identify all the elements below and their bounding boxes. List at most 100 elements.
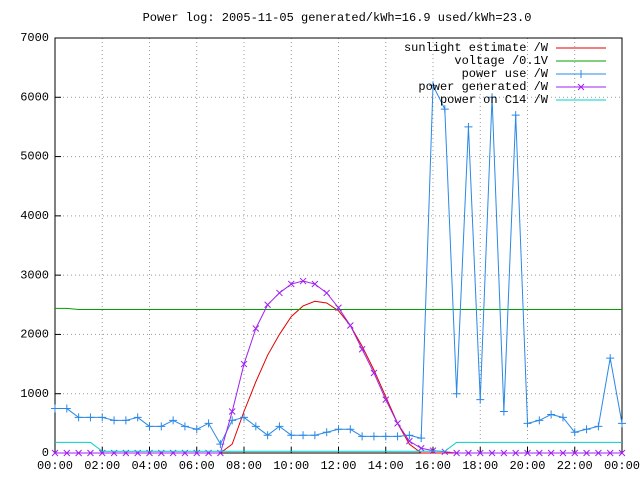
data-point	[464, 122, 473, 131]
data-point	[263, 431, 272, 440]
y-tick-label: 5000	[20, 150, 49, 164]
data-point	[476, 395, 485, 404]
data-point	[547, 449, 555, 457]
data-point	[429, 447, 437, 454]
data-point	[559, 449, 567, 457]
data-point	[523, 419, 532, 428]
data-point	[381, 432, 390, 441]
data-point	[98, 413, 107, 422]
x-tick-label: 02:00	[84, 459, 120, 473]
data-point	[406, 437, 413, 445]
x-tick-label: 08:00	[226, 459, 262, 473]
data-point	[75, 449, 82, 457]
data-point	[382, 396, 390, 403]
data-point	[275, 422, 284, 431]
data-point	[618, 449, 626, 457]
x-tick-label: 00:00	[37, 459, 73, 473]
data-point	[535, 449, 543, 457]
x-tick-label: 20:00	[509, 459, 545, 473]
data-point	[606, 354, 615, 363]
x-tick-label: 06:00	[179, 459, 215, 473]
data-point	[346, 425, 355, 434]
data-point	[228, 408, 236, 415]
data-point	[62, 404, 71, 413]
data-point	[311, 280, 319, 288]
data-point	[440, 105, 449, 114]
data-point	[323, 289, 331, 297]
data-point	[287, 280, 295, 288]
data-point	[582, 425, 591, 434]
legend-marker	[577, 83, 585, 91]
data-point	[169, 416, 178, 425]
x-tick-label: 22:00	[557, 459, 593, 473]
data-point	[570, 428, 579, 437]
legend-label: power on C14 /W	[440, 93, 549, 107]
legend-marker	[577, 70, 585, 78]
data-point	[110, 416, 119, 425]
y-tick-label: 3000	[20, 268, 49, 282]
data-point	[86, 413, 95, 422]
data-point	[264, 301, 271, 309]
data-point	[276, 289, 283, 297]
legend-label: power use /W	[462, 67, 549, 81]
series-line	[55, 441, 622, 452]
data-point	[240, 360, 248, 368]
legend-label: voltage /0.1V	[454, 54, 548, 68]
chart-title: Power log: 2005-11-05 generated/kWh=16.9…	[143, 11, 532, 25]
data-point	[547, 410, 556, 419]
data-point	[499, 407, 508, 416]
x-tick-label: 12:00	[320, 459, 356, 473]
data-point	[251, 422, 260, 431]
data-point	[405, 431, 414, 440]
y-tick-label: 0	[42, 446, 49, 460]
data-point	[452, 389, 461, 398]
data-point	[299, 431, 308, 440]
data-point	[488, 93, 497, 102]
data-point	[51, 404, 59, 413]
data-point	[334, 425, 343, 434]
data-point	[322, 428, 331, 437]
x-tick-label: 16:00	[415, 459, 451, 473]
data-point	[465, 449, 472, 457]
data-point	[358, 432, 367, 441]
data-point	[429, 81, 437, 90]
data-point	[346, 322, 354, 329]
data-point	[594, 422, 603, 431]
plot-border	[54, 37, 623, 454]
data-point	[192, 425, 201, 434]
data-point	[417, 434, 426, 443]
data-point	[394, 420, 401, 427]
data-point	[500, 449, 508, 457]
y-tick-label: 2000	[20, 328, 49, 342]
data-point	[121, 416, 130, 425]
y-tick-label: 6000	[20, 90, 49, 104]
data-point	[488, 449, 496, 457]
data-point	[252, 325, 260, 332]
data-point	[287, 431, 296, 440]
legend-label: power generated /W	[418, 80, 548, 94]
data-point	[476, 449, 484, 457]
data-point	[370, 369, 378, 377]
data-point	[583, 449, 590, 457]
data-point	[558, 413, 567, 422]
data-point	[393, 432, 402, 441]
data-point	[335, 304, 342, 312]
data-point	[87, 449, 94, 457]
x-tick-label: 00:00	[604, 459, 640, 473]
data-point	[310, 431, 319, 440]
data-point	[511, 111, 520, 120]
data-point	[180, 422, 189, 431]
x-tick-label: 10:00	[273, 459, 309, 473]
data-point	[369, 432, 378, 441]
data-point	[204, 419, 213, 428]
data-point	[63, 449, 71, 457]
data-point	[51, 449, 59, 457]
x-tick-label: 14:00	[368, 459, 404, 473]
data-point	[512, 449, 520, 457]
legend-label: sunlight estimate /W	[404, 41, 549, 55]
series-line	[55, 307, 622, 311]
data-point	[453, 449, 460, 457]
data-point	[535, 416, 544, 425]
